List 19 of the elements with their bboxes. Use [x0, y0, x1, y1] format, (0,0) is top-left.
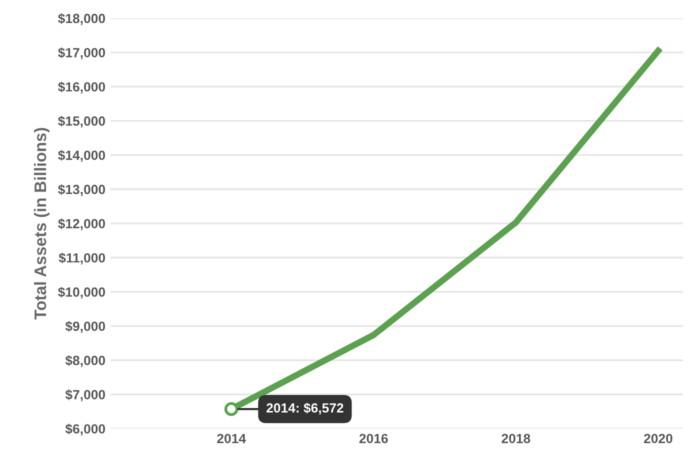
y-tick-label: $11,000	[58, 252, 106, 264]
y-tick-label: $9,000	[65, 321, 105, 333]
y-tick-label: $10,000	[58, 286, 106, 299]
y-tick-label: $6,000	[65, 424, 105, 436]
y-tick-label: $17,000	[58, 47, 106, 60]
y-tick-label: $16,000	[58, 82, 106, 94]
y-axis-title: Total Assets (in Billions)	[34, 128, 50, 320]
y-tick-label: $8,000	[65, 355, 105, 368]
y-tick-label: $14,000	[58, 150, 106, 162]
y-tick-label: $18,000	[58, 13, 106, 26]
y-tick-label: $15,000	[58, 116, 106, 128]
x-tick-label: 2020	[644, 434, 672, 444]
x-tick-label: 2018	[502, 434, 530, 444]
x-tick-label: 2016	[359, 434, 388, 444]
y-tick-label: $13,000	[58, 184, 106, 196]
annotation: 2014: $6,572	[266, 402, 344, 415]
y-tick-label: $12,000	[58, 218, 106, 230]
y-tick-label: $7,000	[65, 389, 105, 402]
x-tick-label: 2014	[217, 434, 246, 444]
